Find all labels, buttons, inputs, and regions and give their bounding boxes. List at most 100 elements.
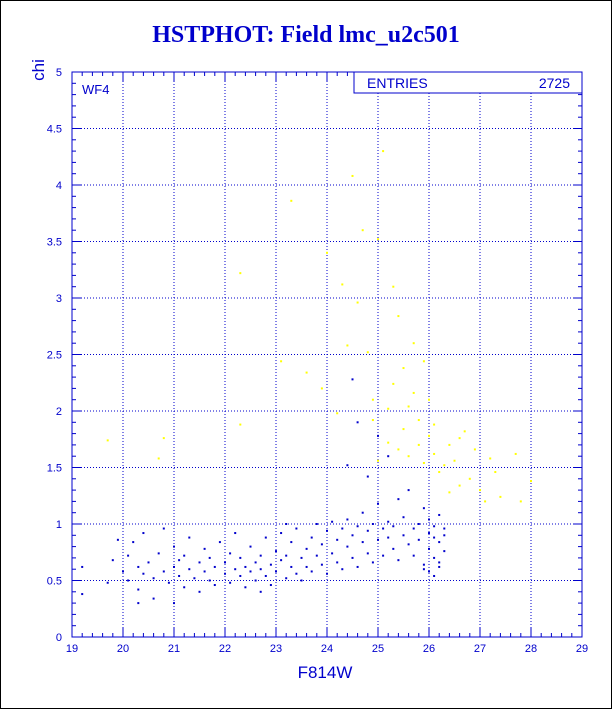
scatter-point [351, 174, 354, 177]
scatter-point [392, 547, 395, 550]
scatter-point [198, 590, 201, 593]
scatter-point [254, 579, 257, 582]
scatter-point [224, 561, 226, 564]
scatter-point [81, 565, 84, 568]
scatter-point [106, 439, 109, 442]
scatter-point [361, 541, 364, 544]
scatter-point [320, 543, 323, 546]
scatter-point [326, 251, 328, 254]
scatter-point [173, 565, 175, 568]
scatter-point [366, 351, 369, 354]
scatter-point [341, 568, 344, 571]
scatter-point [371, 398, 374, 401]
scatter-point [239, 574, 242, 577]
scatter-point [412, 527, 415, 530]
scatter-point [290, 565, 293, 568]
scatter-point [361, 511, 364, 514]
axis-ticks [71, 71, 583, 638]
scatter-point [290, 199, 293, 202]
scatter-point [213, 565, 216, 568]
scatter-point [519, 500, 522, 503]
scatter-point [213, 584, 216, 587]
scatter-point [402, 534, 405, 537]
scatter-point [499, 495, 502, 498]
scatter-point [203, 547, 206, 550]
scatter-point [336, 412, 339, 415]
scatter-point [142, 572, 145, 575]
scatter-point [422, 507, 425, 510]
scatter-point [254, 561, 257, 564]
scatter-point [346, 344, 349, 347]
scatter-point [407, 455, 410, 458]
scatter-point [412, 391, 415, 394]
scatter-point [356, 421, 359, 424]
scatter-point [412, 342, 415, 345]
scatter-point [132, 541, 135, 544]
scatter-point [443, 534, 446, 537]
scatter-point [433, 556, 436, 559]
scatter-point [193, 577, 196, 580]
scatter-point [382, 554, 385, 557]
scatter-point [162, 437, 165, 440]
scatter-point [387, 407, 390, 410]
scatter-point [422, 461, 425, 464]
scatter-point [234, 532, 237, 535]
scatter-point [142, 532, 145, 535]
scatter-point [269, 584, 272, 587]
scatter-point [392, 382, 395, 385]
scatter-point [259, 568, 262, 571]
scatter-point [285, 554, 288, 557]
scatter-point [310, 570, 313, 573]
scatter-point [407, 405, 410, 408]
scatter-point [489, 457, 492, 460]
x-tick-label: 21 [168, 643, 180, 655]
scatter-point [157, 552, 160, 555]
scatter-point [468, 477, 471, 480]
scatter-point [392, 525, 395, 528]
data-points [81, 150, 532, 605]
y-tick-label: 1.5 [47, 463, 62, 475]
scatter-point [377, 434, 379, 437]
scatter-point [320, 387, 323, 390]
scatter-point [331, 520, 334, 523]
scatter-point [443, 527, 446, 530]
scatter-point [152, 597, 155, 600]
scatter-point [377, 538, 379, 541]
scatter-point [417, 443, 420, 446]
scatter-point [122, 570, 124, 573]
scatter-point [484, 500, 487, 503]
scatter-point [244, 586, 247, 589]
scatter-point [295, 572, 298, 575]
scatter-point [224, 572, 226, 575]
scatter-point [377, 238, 379, 241]
scatter-point [433, 536, 436, 539]
scatter-point [269, 563, 272, 566]
scatter-point [264, 536, 267, 539]
scatter-point [106, 581, 109, 584]
scatter-point [234, 568, 237, 571]
scatter-point [422, 563, 425, 566]
x-tick-label: 20 [117, 643, 129, 655]
scatter-point [326, 529, 328, 532]
scatter-point [473, 448, 476, 451]
x-axis-title: F814W [298, 663, 353, 682]
scatter-point [127, 554, 130, 557]
x-tick-labels: 19 20 21 22 23 24 25 26 27 28 29 [66, 643, 588, 655]
scatter-point [305, 547, 308, 550]
scatter-point [417, 523, 420, 525]
x-tick-label: 28 [525, 643, 537, 655]
stats-box-frame [353, 71, 583, 94]
scatter-point [178, 559, 181, 562]
scatter-point [458, 484, 461, 487]
scatter-point [438, 513, 441, 516]
scatter-point [162, 570, 165, 573]
scatter-point [116, 538, 119, 541]
scatter-point [356, 301, 359, 304]
y-axis-title: chi [29, 59, 48, 81]
scatter-point [356, 565, 359, 568]
x-tick-label: 25 [372, 643, 384, 655]
scatter-point [382, 150, 385, 153]
scatter-point [407, 489, 410, 492]
scatter-point [137, 565, 140, 568]
